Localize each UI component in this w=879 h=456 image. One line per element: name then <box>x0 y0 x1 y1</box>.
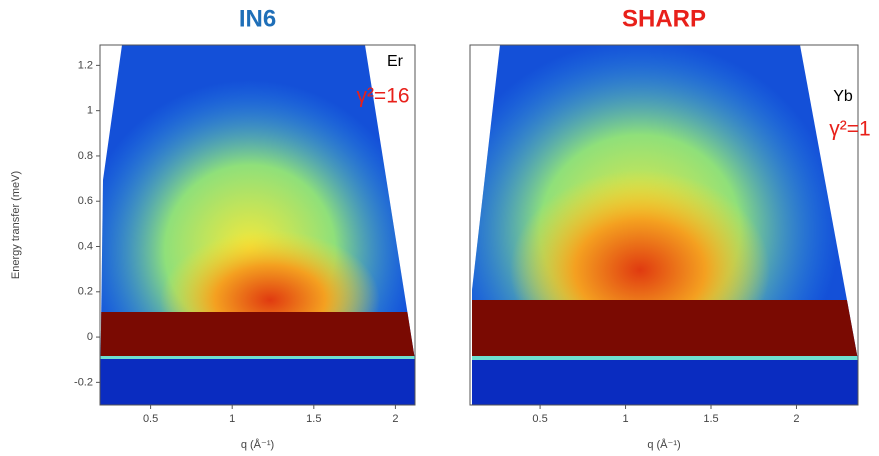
y-tick-label: -0.2 <box>74 376 93 388</box>
x-tick-label: 1.5 <box>306 413 321 425</box>
x-tick-label: 0.5 <box>143 413 158 425</box>
x-tick-label: 2 <box>392 413 398 425</box>
y-tick-label: 1 <box>87 105 93 117</box>
y-axis-label: Energy transfer (meV) <box>10 171 22 279</box>
y-tick-label: 0.8 <box>78 150 93 162</box>
x-tick-label: 1.5 <box>703 413 718 425</box>
annotation: γ²=1 <box>829 118 870 141</box>
x-tick-label: 0.5 <box>532 413 547 425</box>
x-tick-label: 1 <box>229 413 235 425</box>
y-tick-label: 0.4 <box>78 240 93 252</box>
x-axis-label: q (Å⁻¹) <box>647 438 680 451</box>
panel-title: IN6 <box>239 5 276 32</box>
y-tick-label: 0.2 <box>78 286 93 298</box>
plot-frame <box>469 44 859 406</box>
annotation: γ²=16 <box>356 85 409 108</box>
plot-frame <box>99 44 416 406</box>
panel-title: SHARP <box>622 5 706 32</box>
x-tick-label: 1 <box>622 413 628 425</box>
heatmap <box>472 45 858 405</box>
y-tick-label: 0.6 <box>78 195 93 207</box>
y-tick-label: 1.2 <box>78 59 93 71</box>
y-tick-label: 0 <box>87 331 93 343</box>
heatmap <box>100 45 415 405</box>
annotation: Yb <box>833 88 853 105</box>
x-tick-label: 2 <box>793 413 799 425</box>
x-axis-label: q (Å⁻¹) <box>241 438 274 451</box>
annotation: Er <box>387 53 404 70</box>
